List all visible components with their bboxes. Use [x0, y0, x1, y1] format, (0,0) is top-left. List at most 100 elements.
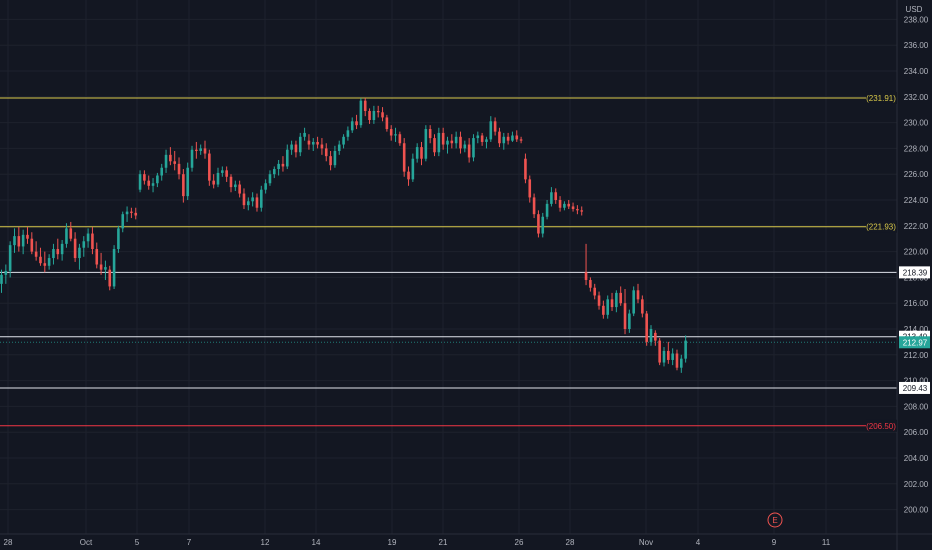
candle-body: [420, 147, 423, 159]
candle: [156, 172, 159, 188]
candle: [402, 138, 406, 177]
earnings-icon[interactable]: [767, 512, 783, 528]
candle: [567, 200, 571, 210]
candle-body: [169, 154, 172, 162]
candle-body: [645, 313, 648, 342]
candle: [602, 300, 605, 319]
candle-body: [467, 144, 471, 158]
candle-body: [221, 170, 224, 173]
candle: [117, 225, 120, 253]
candle: [415, 143, 419, 163]
level-label: (206.50): [866, 422, 896, 431]
candle: [454, 131, 458, 149]
candle: [229, 174, 233, 193]
candle-body: [108, 269, 112, 287]
candle-body: [402, 143, 406, 172]
event-marker[interactable]: E: [767, 512, 783, 528]
y-axis-tick-label: 238.00: [904, 15, 929, 24]
candle: [221, 166, 224, 177]
candle: [615, 290, 618, 313]
candle: [320, 138, 324, 155]
candle: [368, 108, 371, 124]
candle-body: [294, 144, 298, 153]
candle-body: [212, 180, 215, 185]
candle: [251, 192, 254, 207]
candle-body: [290, 144, 293, 150]
candle-body: [359, 100, 363, 126]
candle: [649, 325, 653, 346]
candle-body: [4, 270, 8, 275]
candle-body: [433, 138, 436, 153]
level-label-box: [899, 266, 930, 279]
candle-body: [104, 267, 107, 270]
x-axis-tick-label: 11: [822, 538, 831, 547]
x-axis-tick-label: 28: [566, 538, 575, 547]
y-axis-tick-label: 222.00: [904, 222, 929, 231]
candle: [147, 175, 151, 190]
candle: [363, 98, 367, 117]
candle: [437, 127, 441, 157]
candle: [346, 126, 350, 141]
candle: [17, 227, 21, 252]
candle: [606, 295, 609, 319]
candle: [212, 174, 215, 189]
candle: [342, 134, 345, 149]
candle-body: [680, 358, 683, 368]
candle: [489, 116, 493, 142]
candle: [13, 228, 16, 253]
x-axis-tick-label: 7: [187, 538, 192, 547]
candle-body: [567, 203, 571, 207]
y-axis-tick-label: 206.00: [904, 428, 929, 437]
candle: [0, 269, 3, 293]
candles-layer: [0, 98, 687, 373]
candle: [307, 134, 311, 150]
candle: [459, 131, 462, 154]
candle-body: [43, 263, 47, 266]
candle: [333, 145, 337, 168]
candle-body: [346, 130, 350, 137]
candle-body: [662, 350, 666, 363]
y-axis-tick-label: 210.00: [904, 377, 929, 386]
candle-body: [156, 175, 159, 184]
candle: [324, 143, 328, 162]
candle: [350, 117, 354, 133]
candle: [311, 138, 315, 151]
candle-body: [368, 110, 371, 121]
candle-body: [138, 174, 142, 190]
candle-body: [21, 234, 25, 247]
candle: [480, 132, 484, 146]
candle: [411, 153, 415, 182]
candle: [485, 136, 488, 149]
candle-body: [602, 305, 605, 315]
candle-body: [0, 274, 3, 284]
candle: [359, 98, 363, 128]
candle-body: [493, 121, 497, 132]
candle-body: [260, 189, 263, 208]
candle-body: [667, 350, 670, 360]
candle: [264, 179, 267, 194]
y-axis-tick-label: 226.00: [904, 170, 929, 179]
candle: [571, 202, 575, 212]
candle: [47, 254, 51, 270]
candle: [355, 114, 358, 130]
y-axis-tick-label: 230.00: [904, 119, 929, 128]
candle: [610, 292, 614, 311]
candle-body: [203, 148, 207, 154]
candle: [78, 243, 81, 270]
candle: [506, 132, 510, 145]
candle-body: [636, 290, 640, 300]
candle: [424, 125, 428, 162]
candle-body: [91, 233, 94, 250]
candle-body: [389, 129, 393, 136]
candle-body: [216, 172, 220, 185]
candle: [125, 206, 129, 222]
candle-body: [285, 149, 289, 167]
candle-body: [606, 299, 609, 315]
candle: [21, 229, 25, 255]
level-label-bg: [866, 91, 897, 104]
candle-body: [251, 197, 254, 202]
candle-body: [238, 184, 241, 194]
candle: [381, 107, 384, 122]
level-labels-layer: (231.91)(221.93)218.39213.40209.43(206.5…: [866, 91, 930, 432]
